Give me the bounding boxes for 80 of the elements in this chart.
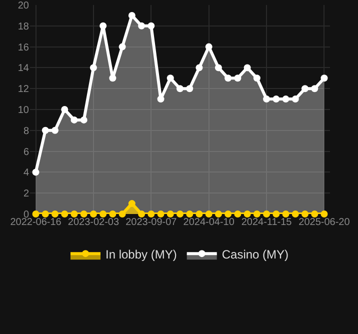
point [302, 210, 308, 218]
point [166, 74, 174, 82]
point [205, 210, 212, 218]
point [32, 168, 40, 176]
point [196, 64, 203, 72]
point [224, 210, 232, 218]
point [196, 210, 203, 218]
point [148, 22, 155, 30]
point [42, 210, 49, 218]
point [128, 200, 136, 208]
x-tick-label: 2023-02-03 [68, 217, 120, 228]
point [214, 210, 222, 218]
y-tick-label: 2 [23, 188, 30, 200]
point [52, 210, 58, 218]
point [253, 74, 260, 82]
point [234, 210, 242, 218]
point [70, 116, 78, 124]
legend-label: Casino (MY) [222, 247, 289, 262]
point [109, 74, 116, 82]
point [320, 210, 328, 218]
point [157, 96, 164, 103]
point [80, 210, 88, 218]
point [263, 96, 270, 103]
x-tick-label: 2024-11-15 [241, 217, 292, 228]
point [205, 43, 212, 50]
point [166, 210, 174, 218]
point [138, 210, 146, 218]
point [214, 64, 222, 72]
y-tick-label: 20 [18, 0, 30, 12]
point [253, 210, 260, 218]
point [52, 126, 58, 134]
point [90, 210, 97, 218]
point [234, 74, 242, 82]
point [244, 210, 251, 218]
point [157, 210, 164, 218]
point [320, 74, 328, 82]
x-tick-label: 2025-06-20 [298, 217, 350, 228]
point [109, 210, 116, 218]
point [292, 210, 299, 218]
point [311, 210, 318, 218]
y-tick-label: 18 [18, 21, 30, 32]
y-tick-label: 8 [23, 126, 30, 137]
point [272, 96, 280, 103]
point [292, 96, 299, 103]
point [282, 96, 290, 103]
point [118, 43, 126, 50]
y-tick-label: 6 [23, 146, 30, 158]
point [263, 210, 270, 218]
point [272, 210, 280, 218]
x-tick-label: 2023-09-07 [126, 217, 178, 228]
point [42, 126, 49, 134]
point [80, 116, 88, 124]
point [61, 106, 68, 113]
point [100, 22, 107, 30]
y-tick-label: 14 [18, 63, 30, 74]
point [176, 85, 184, 92]
point [176, 210, 184, 218]
x-tick-label: 2022-06-16 [10, 217, 62, 228]
y-tick-label: 16 [18, 42, 30, 54]
point [244, 64, 251, 72]
point [118, 210, 126, 218]
y-tick-label: 10 [18, 105, 30, 116]
point [282, 210, 290, 218]
point [311, 85, 318, 92]
point [70, 210, 78, 218]
y-tick-label: 12 [18, 84, 30, 96]
point [100, 210, 107, 218]
point [61, 210, 68, 218]
point [186, 210, 194, 218]
y-tick-label: 4 [23, 168, 30, 179]
point [224, 74, 232, 82]
point [32, 210, 40, 218]
point [90, 64, 97, 72]
point [128, 12, 136, 19]
point [302, 85, 308, 92]
point [138, 22, 146, 30]
legend-label: In lobby (MY) [106, 247, 177, 262]
point [186, 85, 194, 92]
point [148, 210, 155, 218]
x-tick-label: 2024-04-10 [183, 217, 235, 228]
